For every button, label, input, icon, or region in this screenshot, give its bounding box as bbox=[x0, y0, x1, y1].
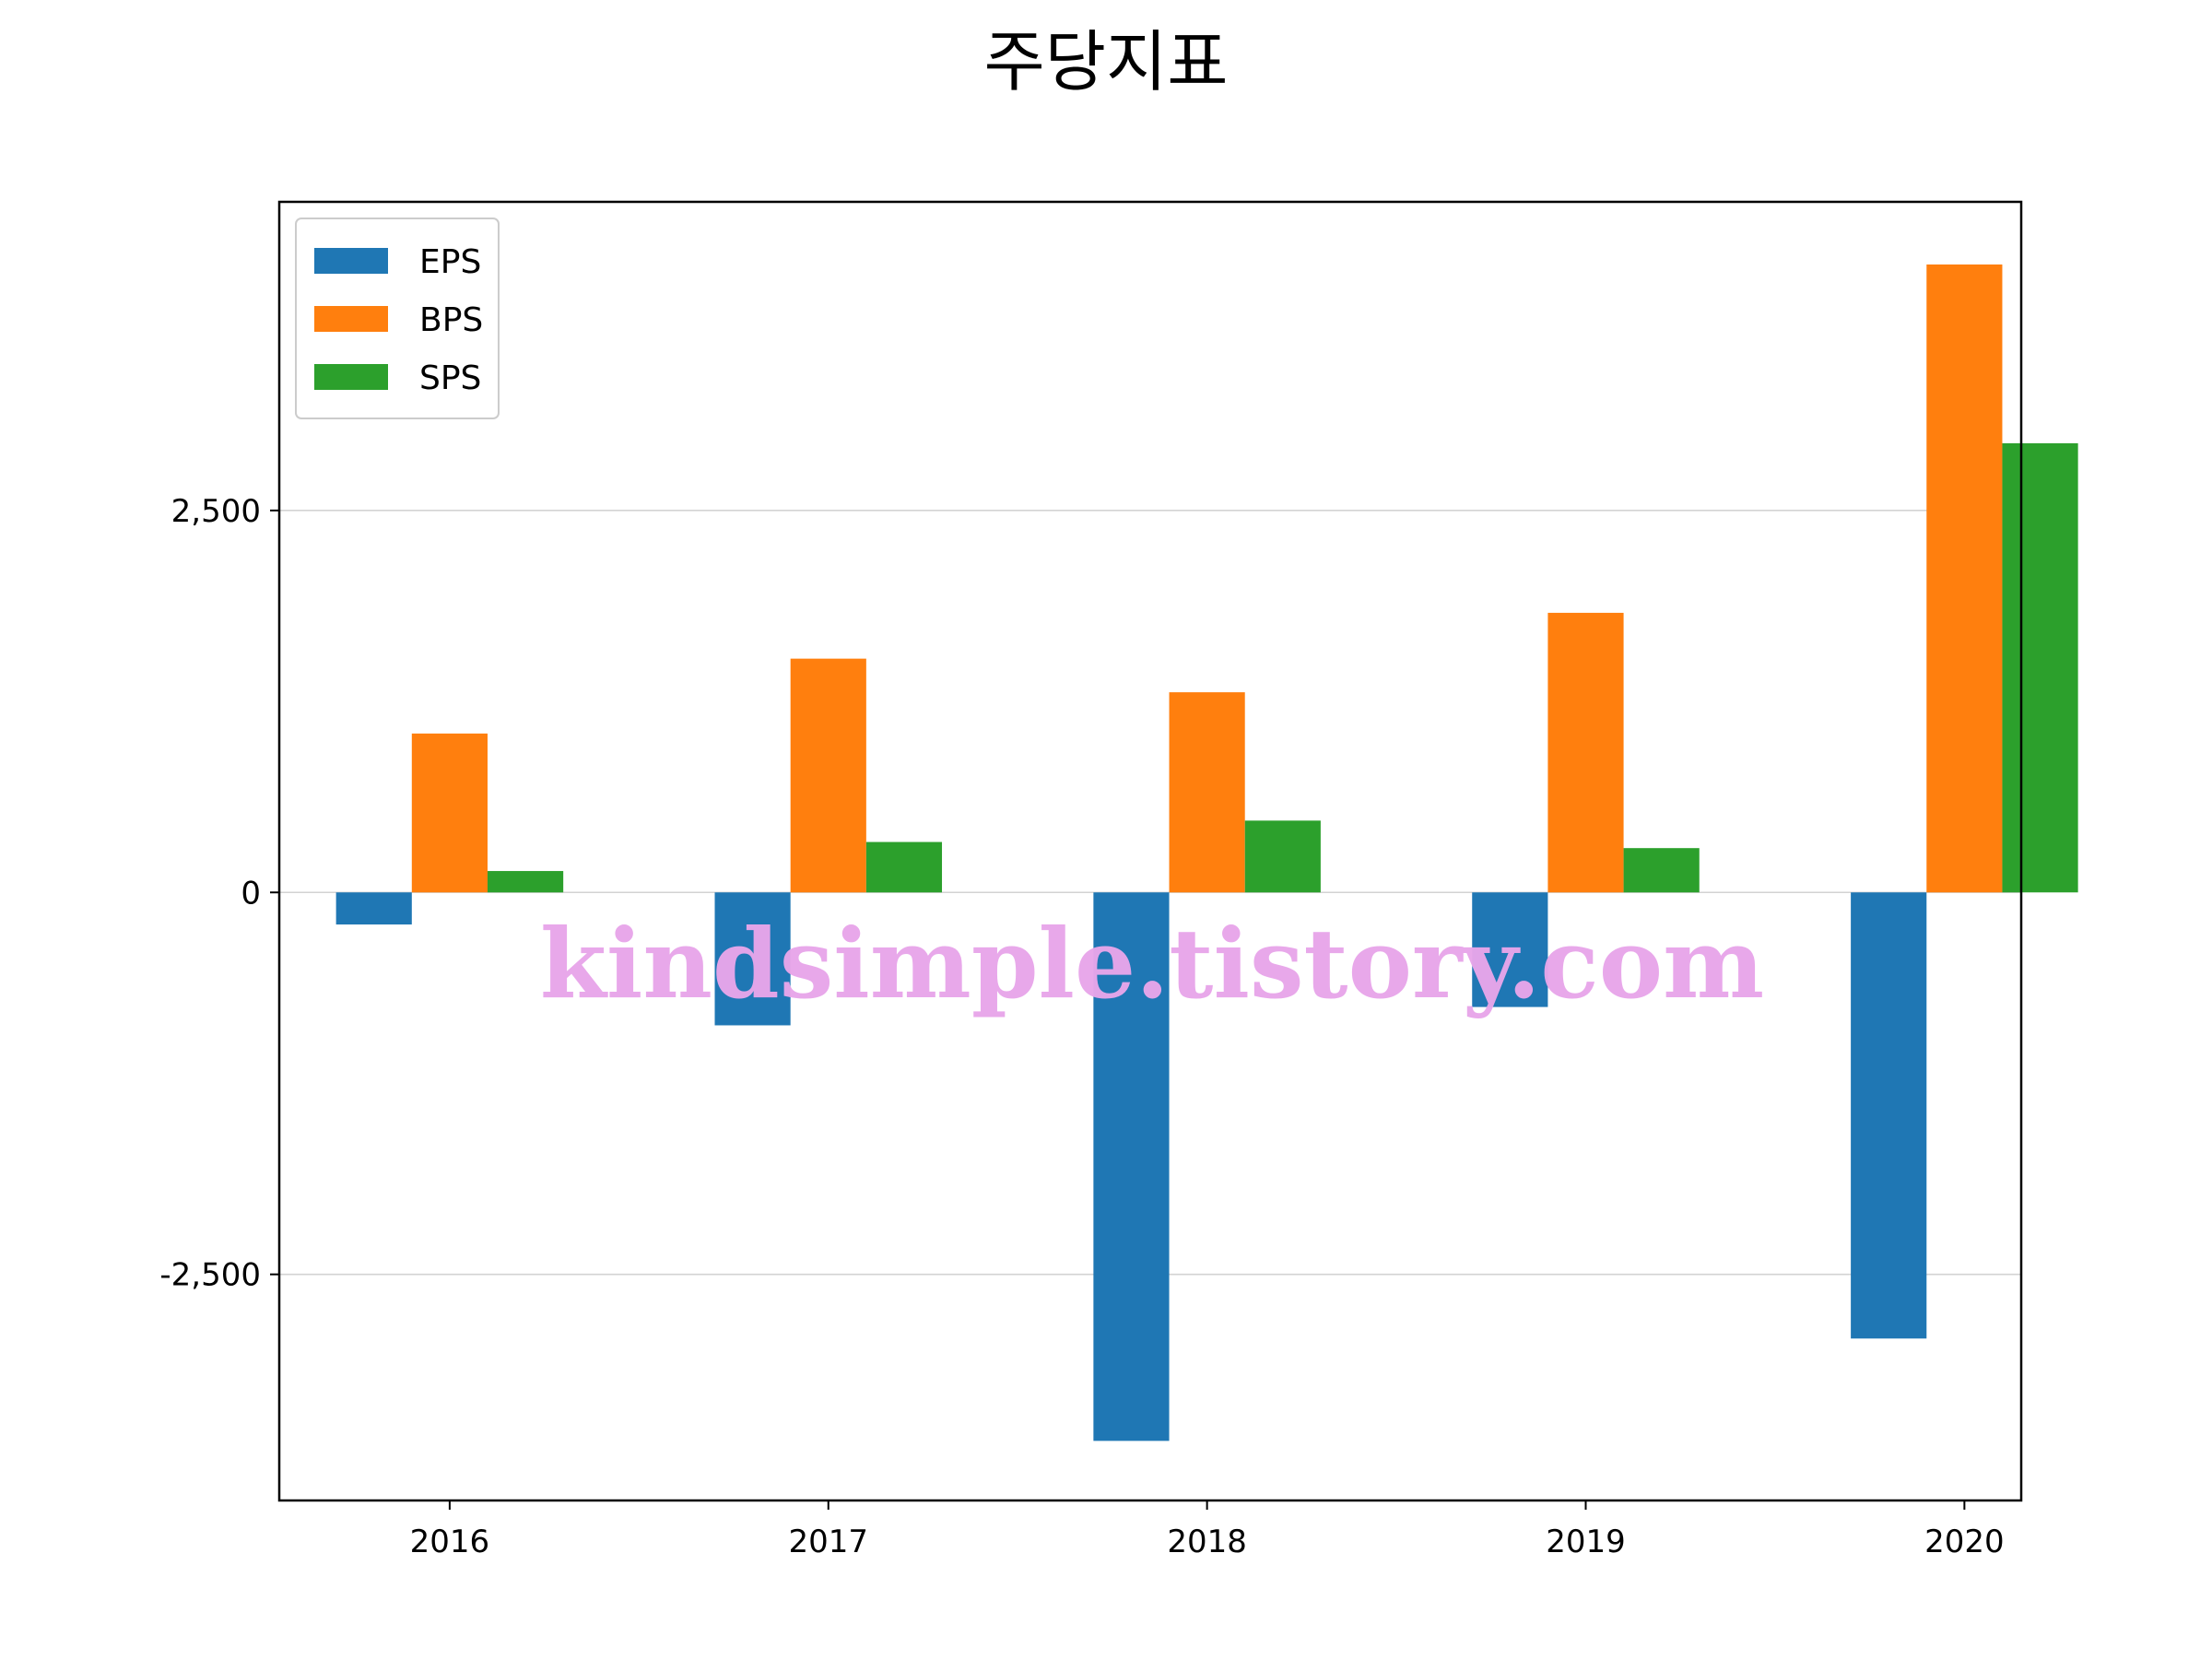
legend-swatch-eps bbox=[314, 248, 388, 274]
legend-label-eps: EPS bbox=[419, 243, 481, 281]
legend-swatch-sps bbox=[314, 364, 388, 390]
bar-sps-2018 bbox=[1244, 820, 1321, 893]
bars bbox=[335, 264, 2078, 1441]
bar-bps-2016 bbox=[411, 733, 488, 893]
bar-eps-2018 bbox=[1093, 892, 1170, 1441]
legend-label-sps: SPS bbox=[419, 359, 481, 397]
bar-bps-2020 bbox=[1926, 264, 2003, 893]
y-tick-label: -2,500 bbox=[159, 1257, 261, 1294]
x-tick-label: 2020 bbox=[1924, 1524, 2005, 1560]
bar-sps-2016 bbox=[487, 871, 564, 893]
bar-sps-2020 bbox=[2002, 442, 2078, 893]
y-tick-label: 0 bbox=[241, 875, 261, 912]
bar-sps-2019 bbox=[1623, 848, 1700, 893]
bar-eps-2020 bbox=[1851, 892, 1927, 1339]
x-tick-label: 2018 bbox=[1167, 1524, 1247, 1560]
x-tick-label: 2016 bbox=[410, 1524, 490, 1560]
bar-bps-2018 bbox=[1169, 692, 1245, 893]
bar-bps-2017 bbox=[790, 658, 866, 893]
bar-eps-2017 bbox=[714, 892, 791, 1026]
legend-swatch-bps bbox=[314, 306, 388, 332]
legend-label-bps: BPS bbox=[419, 301, 483, 339]
bar-sps-2017 bbox=[865, 841, 943, 893]
x-tick-label: 2017 bbox=[788, 1524, 868, 1560]
x-tick-label: 2019 bbox=[1546, 1524, 1626, 1560]
plot-frame bbox=[277, 200, 2023, 1502]
bar-eps-2016 bbox=[335, 892, 412, 925]
x-axis: 2016 2017 2018 2019 2020 bbox=[410, 1500, 2005, 1560]
y-axis: -2,500 0 2,500 bbox=[159, 493, 279, 1294]
bar-bps-2019 bbox=[1547, 612, 1624, 893]
y-tick-label: 2,500 bbox=[171, 493, 261, 530]
bar-eps-2019 bbox=[1472, 892, 1548, 1007]
watermark: kindsimple.tistory.com bbox=[540, 907, 1764, 1020]
chart-title: 주당지표 bbox=[984, 23, 1229, 100]
legend: EPS BPS SPS bbox=[295, 218, 500, 419]
